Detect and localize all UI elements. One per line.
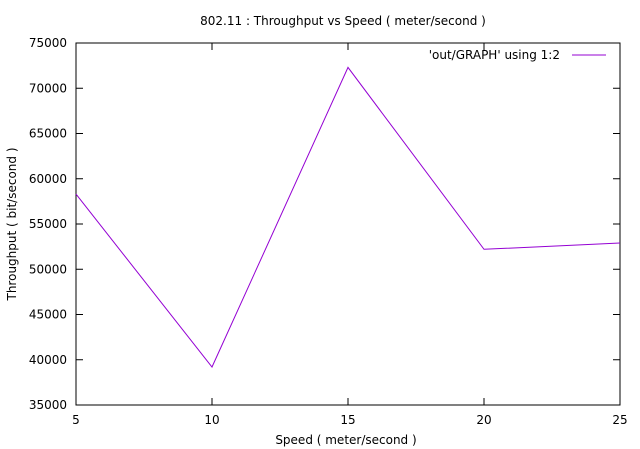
x-tick-label: 5 — [72, 413, 80, 427]
y-tick-label: 40000 — [29, 353, 67, 367]
y-tick-label: 50000 — [29, 262, 67, 276]
y-tick-label: 60000 — [29, 172, 67, 186]
x-axis-label: Speed ( meter/second ) — [275, 433, 416, 447]
x-tick-label: 20 — [476, 413, 491, 427]
y-tick-label: 65000 — [29, 127, 67, 141]
x-tick-label: 15 — [340, 413, 355, 427]
plot-frame — [75, 42, 621, 406]
chart-title: 802.11 : Throughput vs Speed ( meter/sec… — [200, 14, 486, 28]
x-tick-label: 10 — [204, 413, 219, 427]
series-line — [75, 66, 621, 368]
y-tick-label: 55000 — [29, 217, 67, 231]
y-axis-ticks: 35000 40000 45000 50000 55000 60000 65000 70000… — [29, 36, 620, 412]
y-tick-label: 75000 — [29, 36, 67, 50]
y-tick-label: 35000 — [29, 398, 67, 412]
legend-label: 'out/GRAPH' using 1:2 — [429, 48, 560, 62]
x-tick-label: 25 — [612, 413, 627, 427]
y-axis-label: Throughput ( bit/second ) — [5, 147, 19, 301]
y-tick-label: 45000 — [29, 308, 67, 322]
x-axis-ticks: 5 10 15 20 25 — [72, 43, 628, 427]
legend: 'out/GRAPH' using 1:2 — [429, 48, 606, 62]
y-tick-label: 70000 — [29, 81, 67, 95]
series-layer — [75, 66, 621, 368]
